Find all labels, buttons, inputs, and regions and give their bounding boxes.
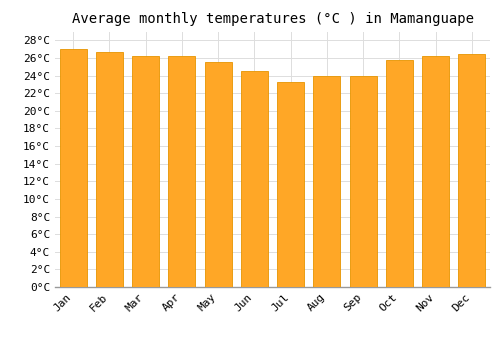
Bar [458,54,485,287]
Bar [204,62,232,287]
Bar [60,49,86,287]
Bar [96,52,123,287]
Bar [314,76,340,287]
Bar [241,71,268,287]
Title: Average monthly temperatures (°C ) in Mamanguape: Average monthly temperatures (°C ) in Ma… [72,12,473,26]
Bar [277,82,304,287]
Bar [168,56,196,287]
Bar [350,76,376,287]
Bar [422,56,449,287]
Bar [132,56,159,287]
Bar [386,60,413,287]
